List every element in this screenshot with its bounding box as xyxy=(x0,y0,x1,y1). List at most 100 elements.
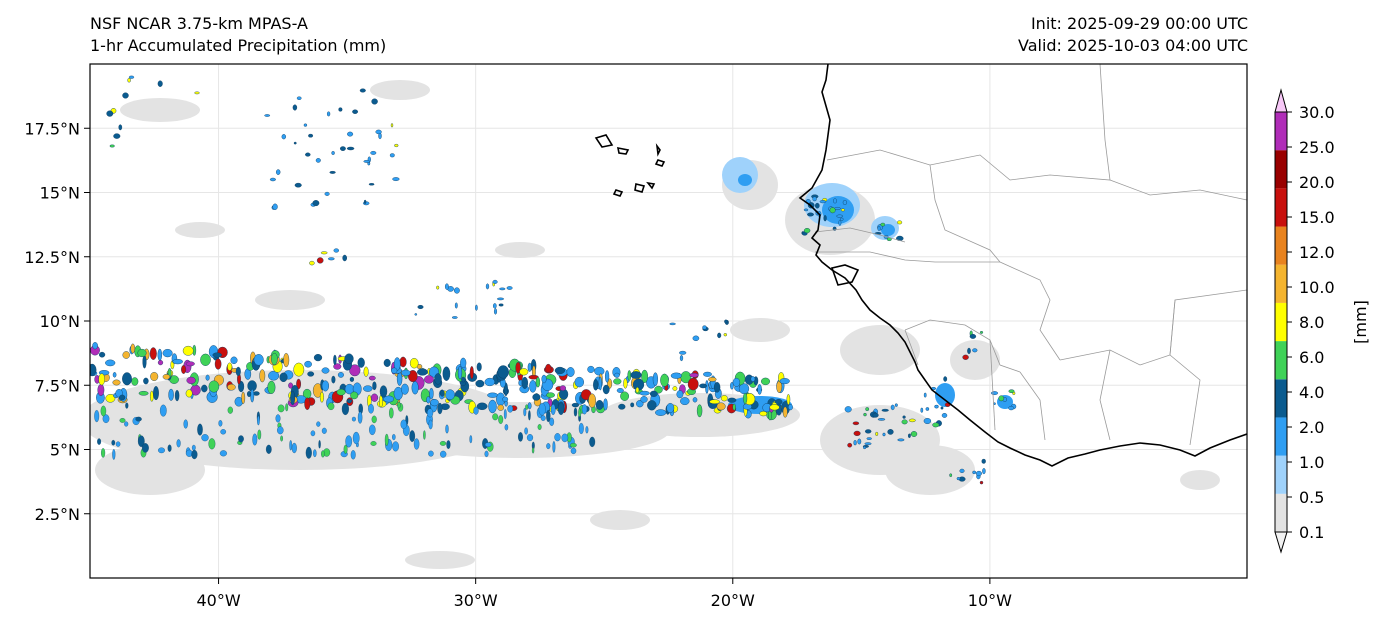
rain-cell xyxy=(309,260,315,266)
rain-cell xyxy=(279,372,288,382)
rain-cell xyxy=(492,279,498,284)
rain-cell xyxy=(105,393,116,403)
rain-cell xyxy=(383,395,395,403)
rain-cell xyxy=(672,386,678,391)
rain-cell xyxy=(430,399,439,407)
rain-cell xyxy=(877,226,881,231)
rain-cell xyxy=(532,393,541,401)
lat-tick-label: 17.5°N xyxy=(24,119,80,138)
rain-cell xyxy=(949,473,953,478)
rain-cell xyxy=(498,415,504,424)
colorbar-tick-label: 0.5 xyxy=(1299,488,1324,507)
rain-cell xyxy=(484,377,495,387)
rain-cell xyxy=(519,368,529,376)
rain-cell xyxy=(336,388,346,396)
rain-cell xyxy=(972,348,978,353)
rain-cell xyxy=(546,443,551,450)
rain-cell xyxy=(616,388,624,393)
rain-cell xyxy=(308,133,313,138)
rain-cell xyxy=(97,438,102,445)
rain-cell xyxy=(428,419,433,430)
rain-cell xyxy=(528,410,531,421)
rain-cell xyxy=(344,353,354,365)
rain-cell xyxy=(372,381,377,391)
rain-cell xyxy=(153,386,159,401)
rain-cell xyxy=(757,384,762,395)
rain-cell xyxy=(423,430,426,440)
rain-cell xyxy=(141,443,149,453)
rain-cell xyxy=(524,427,528,435)
rain-cell xyxy=(283,353,290,368)
rain-cell xyxy=(269,177,276,182)
rain-cell xyxy=(109,144,115,148)
rain-cell xyxy=(566,367,575,377)
rain-cell xyxy=(670,372,682,379)
rain-cell xyxy=(131,377,139,386)
rain-cell xyxy=(545,363,552,373)
rain-cell xyxy=(201,384,208,393)
rain-cell xyxy=(573,407,578,417)
rain-cell xyxy=(194,91,200,95)
rain-cell xyxy=(991,391,999,395)
rain-cell xyxy=(341,402,349,416)
rain-cell xyxy=(312,200,320,207)
rain-cell xyxy=(227,383,236,391)
rain-cell xyxy=(655,409,667,416)
rain-cell xyxy=(106,110,114,117)
rain-cell xyxy=(507,405,514,413)
colorbar-segment xyxy=(1275,150,1287,189)
rain-cell xyxy=(327,257,335,261)
rain-cell xyxy=(102,414,110,424)
rain-cell xyxy=(281,134,286,140)
rain-cell xyxy=(445,389,455,401)
rain-cell xyxy=(454,302,458,309)
country-borders xyxy=(814,64,1247,446)
rain-cell xyxy=(506,286,513,290)
rain-cell xyxy=(271,352,278,366)
rain-cell xyxy=(92,342,98,350)
rain-cell xyxy=(352,431,360,445)
rain-cell xyxy=(713,381,721,393)
rain-cell xyxy=(969,333,977,339)
rain-cell xyxy=(186,376,196,385)
rain-cell xyxy=(351,416,356,422)
rain-cell xyxy=(902,415,906,419)
colorbar-segment xyxy=(1275,302,1287,342)
rain-cell xyxy=(97,384,105,397)
rain-cell xyxy=(613,378,622,385)
rain-cell xyxy=(411,381,419,395)
rain-cell xyxy=(852,421,860,426)
rain-cell xyxy=(370,393,379,402)
rain-cell xyxy=(887,429,894,435)
rain-cell xyxy=(807,212,814,217)
rain-cell xyxy=(836,214,843,218)
rain-cell xyxy=(241,391,246,405)
rain-cell xyxy=(264,114,271,117)
rain-cell xyxy=(142,355,147,369)
rain-cell xyxy=(570,447,577,455)
rain-cell xyxy=(518,432,523,442)
lat-tick-label: 5°N xyxy=(50,441,80,460)
rain-cell xyxy=(293,141,297,145)
rain-cell xyxy=(337,372,344,378)
rain-cell xyxy=(865,407,870,411)
rain-cell xyxy=(276,169,281,175)
colorbar-tick-label: 15.0 xyxy=(1299,208,1335,227)
rain-cell xyxy=(315,158,321,163)
rain-cell xyxy=(487,392,498,398)
lat-tick-label: 10°N xyxy=(40,312,80,331)
rain-cell xyxy=(640,396,648,403)
rain-cell xyxy=(602,384,610,395)
rain-cell xyxy=(484,442,492,448)
rain-cell xyxy=(689,372,699,378)
rain-cell xyxy=(475,304,478,311)
rain-cell xyxy=(439,389,445,397)
rain-cell xyxy=(399,356,407,368)
rain-cell xyxy=(457,365,463,380)
rain-cell xyxy=(285,403,289,412)
rain-cell xyxy=(503,409,507,420)
rain-cell xyxy=(692,397,698,403)
rain-cell xyxy=(525,404,529,410)
rain-cell xyxy=(379,385,388,398)
colorbar-over-extension xyxy=(1274,88,1288,113)
